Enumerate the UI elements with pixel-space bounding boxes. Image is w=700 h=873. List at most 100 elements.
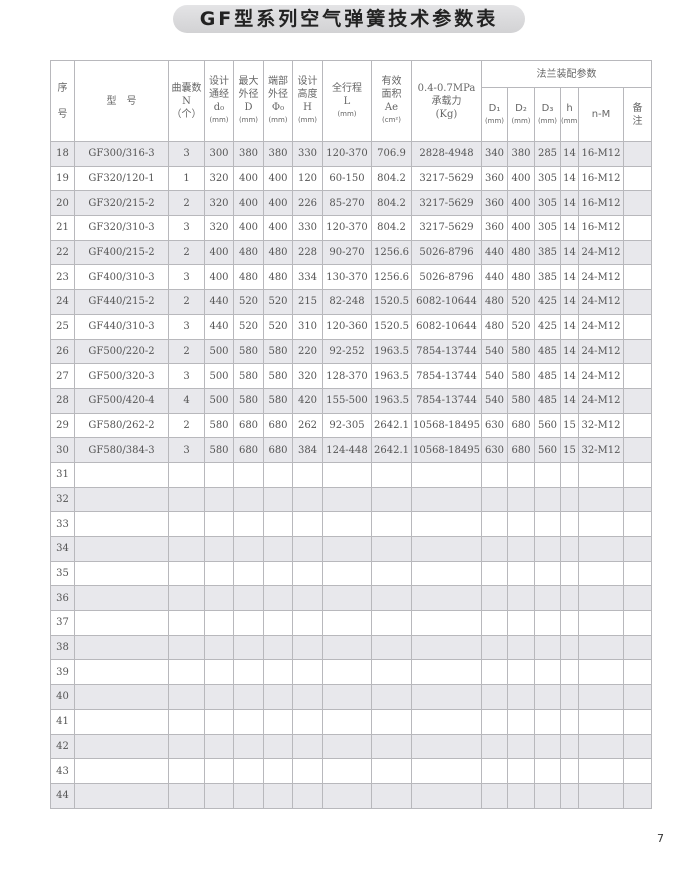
table-cell (560, 684, 579, 710)
table-cell: 7854-13744 (411, 363, 482, 389)
table-cell (560, 782, 579, 809)
table-cell (481, 634, 508, 661)
symbol: N (182, 95, 191, 107)
table-cell (292, 634, 323, 661)
table-cell (168, 708, 205, 735)
table-cell (622, 782, 653, 809)
table-cell (578, 708, 624, 735)
table-cell: 480 (233, 264, 264, 291)
table-cell: 14 (560, 215, 579, 241)
table-cell (74, 585, 169, 612)
table-cell: 36 (50, 585, 75, 612)
table-cell: 500 (204, 338, 234, 365)
label: 曲囊数 (171, 82, 202, 94)
table-cell: 580 (204, 412, 234, 439)
table-cell: 706.9 (371, 141, 412, 167)
table-cell (534, 782, 561, 809)
table-cell: 10568-18495 (411, 437, 482, 463)
table-cell (204, 659, 234, 686)
table-cell (371, 659, 412, 686)
table-cell (292, 659, 323, 686)
table-cell (507, 486, 535, 513)
table-cell: 21 (50, 215, 75, 241)
table-cell (233, 610, 264, 636)
table-row: 37 (50, 610, 653, 636)
unit: (Kg) (435, 108, 458, 120)
table-cell: 580 (233, 338, 264, 365)
table-cell: 1963.5 (371, 363, 412, 389)
table-cell (168, 486, 205, 513)
table-cell (622, 733, 653, 760)
table-cell: 680 (263, 437, 293, 463)
table-cell (371, 585, 412, 612)
table-cell: 120-360 (322, 313, 372, 340)
table-cell: 24-M12 (578, 289, 624, 315)
table-cell (204, 733, 234, 760)
table-cell (534, 708, 561, 735)
table-cell (233, 585, 264, 612)
table-cell (168, 610, 205, 636)
header-D: 最大 外径 D (mm) (233, 60, 264, 142)
table-cell: 85-270 (322, 190, 372, 217)
table-cell: 680 (233, 437, 264, 463)
unit: (mm) (268, 116, 288, 124)
table-cell: 480 (233, 239, 264, 266)
table-cell: 3217-5629 (411, 190, 482, 217)
table-cell (622, 190, 653, 217)
table-cell: 24-M12 (578, 363, 624, 389)
table-row: 31 (50, 461, 653, 488)
table-cell (263, 560, 293, 587)
table-cell (292, 560, 323, 587)
table-cell (534, 511, 561, 537)
table-cell (168, 536, 205, 562)
header-Ae: 有效 面积 Ae (cm²) (371, 60, 412, 142)
table-cell: 92-305 (322, 412, 372, 439)
table-cell (622, 412, 653, 439)
table-cell (534, 560, 561, 587)
table-cell (507, 610, 535, 636)
table-cell (481, 610, 508, 636)
table-cell (560, 659, 579, 686)
table-cell (578, 585, 624, 612)
table-cell: 804.2 (371, 190, 412, 217)
page-title: GF型系列空气弹簧技术参数表 (173, 5, 525, 33)
symbol: L (343, 95, 351, 107)
table-cell: 330 (292, 215, 323, 241)
table-cell: 124-448 (322, 437, 372, 463)
table-cell: 32-M12 (578, 437, 624, 463)
table-cell (507, 659, 535, 686)
unit: (mm) (297, 116, 318, 124)
label: 0.4-0.7MPa 承载力 (417, 82, 476, 107)
unit: (mm) (537, 116, 558, 125)
table-cell (371, 486, 412, 513)
table-cell: 2 (168, 289, 205, 315)
table-cell: 23 (50, 264, 75, 291)
table-cell: 30 (50, 437, 75, 463)
table-cell (292, 511, 323, 537)
table-cell: 485 (534, 387, 561, 414)
table-cell (534, 634, 561, 661)
table-cell (322, 536, 372, 562)
table-cell (507, 782, 535, 809)
table-cell: 31 (50, 461, 75, 488)
table-cell: 228 (292, 239, 323, 266)
table-row: 42 (50, 733, 653, 760)
table-cell: 19 (50, 165, 75, 192)
table-cell (292, 708, 323, 735)
label: 最大 外径 (238, 76, 259, 100)
table-cell: 485 (534, 363, 561, 389)
table-cell (411, 733, 482, 760)
table-cell: 480 (263, 239, 293, 266)
table-cell: 334 (292, 264, 323, 291)
table-cell: 14 (560, 190, 579, 217)
symbol: D (244, 102, 253, 113)
symbol: H (303, 102, 312, 113)
table-cell (560, 733, 579, 760)
table-cell (534, 684, 561, 710)
table-cell (233, 486, 264, 513)
table-cell (371, 560, 412, 587)
table-cell (622, 338, 653, 365)
table-cell: 5026-8796 (411, 264, 482, 291)
table-cell: 1256.6 (371, 239, 412, 266)
table-cell: 20 (50, 190, 75, 217)
